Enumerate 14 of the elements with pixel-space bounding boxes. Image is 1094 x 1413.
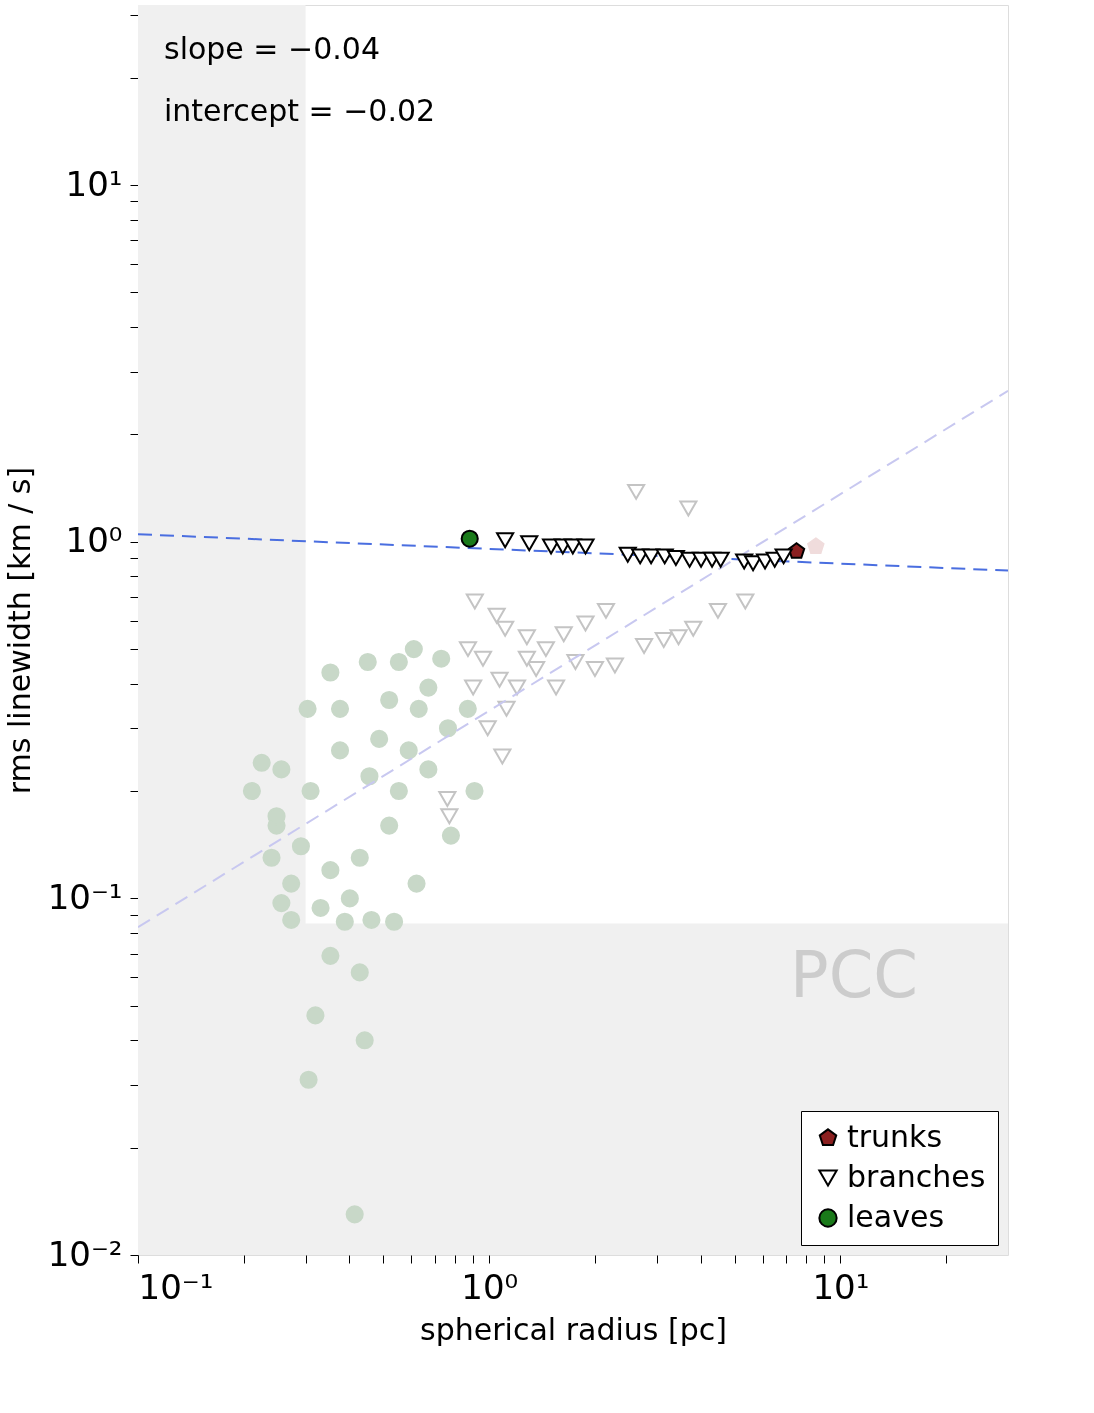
y-tick-label: 10⁻² [47,1233,123,1274]
x-axis-title: spherical radius [pc] [420,1311,727,1347]
y-tick-label: 10⁻¹ [47,876,123,917]
legend-label: leaves [847,1199,945,1234]
y-tick-label: 10¹ [65,163,123,204]
legend-label: branches [847,1159,986,1194]
y-tick-label: 10⁰ [65,520,123,561]
x-tick-label: 10⁰ [461,1266,519,1307]
legend-label: trunks [847,1119,943,1154]
annotation: slope = −0.04 [164,31,380,66]
x-tick-label: 10¹ [812,1266,870,1307]
y-axis-title: rms linewidth [km / s] [1,466,37,795]
annotation: intercept = −0.02 [164,93,436,128]
x-tick-label: 10⁻¹ [138,1266,214,1307]
